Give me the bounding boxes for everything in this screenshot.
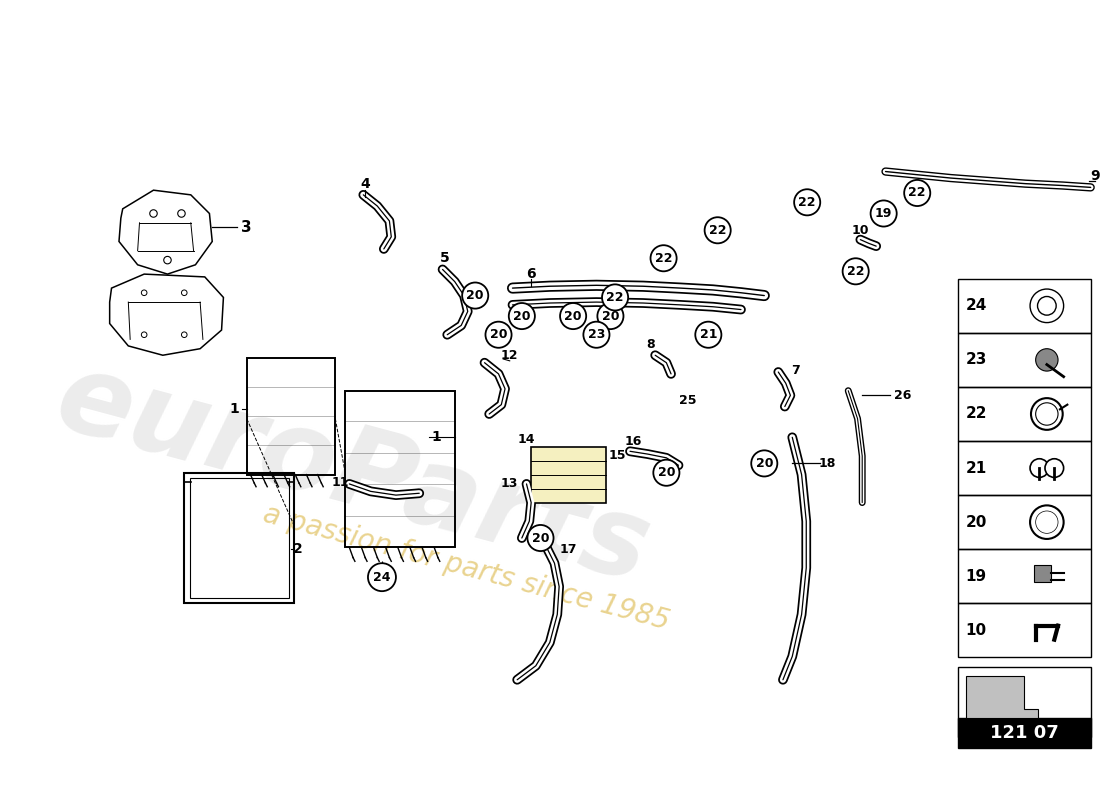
Circle shape (1045, 458, 1064, 478)
Text: 14: 14 (518, 433, 536, 446)
Circle shape (602, 284, 628, 310)
Circle shape (485, 322, 512, 348)
Text: 20: 20 (490, 328, 507, 342)
Bar (958, 495, 1091, 550)
Bar (958, 387, 1091, 441)
Circle shape (1036, 349, 1058, 371)
Text: 2: 2 (294, 542, 302, 556)
Circle shape (150, 210, 157, 218)
Text: 10: 10 (966, 623, 987, 638)
Circle shape (462, 282, 488, 309)
Text: 22: 22 (708, 224, 726, 237)
Text: 23: 23 (966, 353, 987, 367)
Text: 24: 24 (373, 570, 390, 584)
Text: 22: 22 (966, 406, 987, 422)
Bar (1034, 565, 1050, 582)
Circle shape (583, 322, 609, 348)
Text: 22: 22 (606, 291, 624, 304)
Text: 23: 23 (587, 328, 605, 342)
Text: 21: 21 (700, 328, 717, 342)
Text: 20: 20 (602, 310, 619, 322)
Text: 11: 11 (331, 475, 349, 489)
Circle shape (597, 303, 624, 329)
Circle shape (1037, 297, 1056, 315)
Circle shape (182, 332, 187, 338)
Circle shape (843, 258, 869, 284)
Bar (531, 446, 606, 502)
Circle shape (1030, 289, 1064, 322)
Bar (958, 718, 1091, 748)
Circle shape (904, 180, 931, 206)
Text: 7: 7 (791, 364, 800, 377)
Circle shape (560, 303, 586, 329)
Bar (958, 278, 1091, 333)
Circle shape (164, 256, 172, 264)
Circle shape (1030, 458, 1048, 478)
Text: 22: 22 (847, 265, 865, 278)
Bar (958, 441, 1091, 495)
Text: 121 07: 121 07 (990, 724, 1059, 742)
Text: 20: 20 (658, 466, 675, 479)
Bar (190, 478, 288, 598)
Text: a passion for parts since 1985: a passion for parts since 1985 (260, 500, 672, 636)
Text: 20: 20 (466, 289, 484, 302)
Text: 21: 21 (966, 461, 987, 475)
Circle shape (653, 460, 680, 486)
Text: 1: 1 (230, 402, 240, 416)
Text: 18: 18 (820, 457, 836, 470)
Circle shape (509, 303, 535, 329)
Text: 1: 1 (431, 430, 441, 444)
Text: euroParts: euroParts (46, 344, 662, 605)
Circle shape (650, 246, 676, 271)
Text: 22: 22 (909, 186, 926, 199)
Text: 19: 19 (966, 569, 987, 584)
Text: 20: 20 (513, 310, 530, 322)
Text: 12: 12 (500, 349, 518, 362)
Circle shape (870, 201, 896, 226)
Circle shape (1036, 402, 1058, 425)
Text: 22: 22 (799, 196, 816, 209)
Circle shape (368, 563, 396, 591)
Circle shape (1036, 511, 1058, 534)
Circle shape (1030, 506, 1064, 539)
Text: 20: 20 (756, 457, 773, 470)
Bar (958, 603, 1091, 658)
Text: 8: 8 (646, 338, 654, 350)
Text: 5: 5 (440, 251, 449, 266)
Text: 25: 25 (679, 394, 696, 406)
Bar (958, 666, 1091, 737)
Text: 3: 3 (241, 220, 252, 235)
Text: 20: 20 (564, 310, 582, 322)
Bar (958, 333, 1091, 387)
Circle shape (751, 450, 778, 477)
Circle shape (695, 322, 722, 348)
Circle shape (142, 332, 147, 338)
Text: 4: 4 (361, 177, 370, 190)
Text: 6: 6 (526, 267, 536, 281)
Text: 20: 20 (531, 531, 549, 545)
Text: 19: 19 (874, 207, 892, 220)
Circle shape (527, 525, 553, 551)
Text: 9: 9 (1091, 169, 1100, 183)
Bar (344, 390, 454, 547)
Text: 15: 15 (608, 450, 626, 462)
Circle shape (142, 290, 147, 295)
Bar (958, 550, 1091, 603)
Text: 16: 16 (625, 434, 642, 447)
Text: 22: 22 (654, 252, 672, 265)
Circle shape (1031, 398, 1063, 430)
Text: 13: 13 (500, 478, 518, 490)
Text: 17: 17 (560, 542, 578, 556)
Text: 20: 20 (966, 514, 987, 530)
Circle shape (182, 290, 187, 295)
Circle shape (705, 218, 730, 243)
Bar (185, 473, 295, 603)
Text: 10: 10 (851, 224, 869, 237)
Text: 26: 26 (893, 389, 911, 402)
Circle shape (178, 210, 185, 218)
Polygon shape (966, 676, 1037, 718)
Circle shape (794, 190, 821, 215)
Text: 24: 24 (966, 298, 987, 314)
Bar (246, 358, 336, 474)
